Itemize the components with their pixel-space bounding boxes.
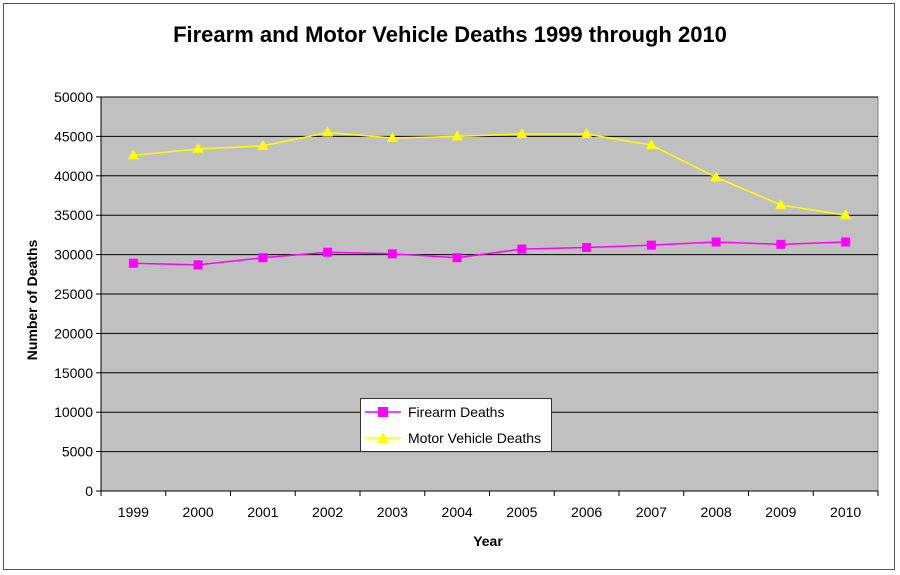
point-motor-vehicle-deaths-2008 bbox=[710, 171, 722, 182]
legend-label-motor-vehicle: Motor Vehicle Deaths bbox=[408, 430, 542, 446]
legend-entry-firearm: Firearm Deaths bbox=[361, 402, 504, 422]
x-tick-label-2005: 2005 bbox=[506, 504, 537, 520]
x-tick-label-2009: 2009 bbox=[765, 504, 796, 520]
y-tick-label-15000: 15000 bbox=[54, 365, 93, 381]
x-tick-label-2002: 2002 bbox=[312, 504, 343, 520]
point-firearm-deaths-2003 bbox=[387, 249, 397, 259]
point-firearm-deaths-2007 bbox=[646, 240, 656, 250]
y-tick-label-10000: 10000 bbox=[54, 404, 93, 420]
point-firearm-deaths-2002 bbox=[323, 247, 333, 257]
point-firearm-deaths-2006 bbox=[582, 243, 592, 253]
y-tick-labels: 0 5000 10000 15000 20000 25000 30000 35000 40000… bbox=[54, 89, 93, 499]
legend-swatch-motor-vehicle bbox=[361, 428, 405, 448]
y-tick-label-35000: 35000 bbox=[54, 207, 93, 223]
point-motor-vehicle-deaths-2000 bbox=[192, 143, 204, 154]
legend-entry-motor-vehicle: Motor Vehicle Deaths bbox=[361, 428, 541, 448]
x-tick-label-1999: 1999 bbox=[118, 504, 149, 520]
x-tick-label-2010: 2010 bbox=[830, 504, 861, 520]
point-motor-vehicle-deaths-2005 bbox=[516, 128, 528, 139]
point-motor-vehicle-deaths-2001 bbox=[257, 139, 269, 150]
x-tick-label-2008: 2008 bbox=[701, 504, 732, 520]
axes bbox=[100, 97, 879, 496]
point-firearm-deaths-2005 bbox=[517, 244, 527, 254]
y-tick-label-30000: 30000 bbox=[54, 247, 93, 263]
x-tick-label-2000: 2000 bbox=[183, 504, 214, 520]
x-tick-label-2004: 2004 bbox=[442, 504, 473, 520]
x-tick-label-2003: 2003 bbox=[377, 504, 408, 520]
y-tick-label-5000: 5000 bbox=[62, 444, 93, 460]
point-motor-vehicle-deaths-2004 bbox=[451, 130, 463, 141]
series-line-firearm-deaths bbox=[133, 241, 846, 266]
point-firearm-deaths-1999 bbox=[128, 258, 138, 268]
legend-label-firearm: Firearm Deaths bbox=[408, 404, 505, 420]
series-motor-vehicle-deaths bbox=[127, 126, 852, 220]
chart-title: Firearm and Motor Vehicle Deaths 1999 th… bbox=[173, 22, 727, 47]
x-tick-labels: 1999 2000 2001 2002 2003 2004 2005 2006 2007 2008… bbox=[118, 504, 862, 520]
series-layer bbox=[127, 126, 852, 270]
x-axis-label: Year bbox=[473, 533, 503, 549]
legend-swatch-firearm bbox=[361, 402, 405, 422]
point-motor-vehicle-deaths-2003 bbox=[386, 131, 398, 142]
x-tick-label-2001: 2001 bbox=[247, 504, 278, 520]
point-motor-vehicle-deaths-2010 bbox=[840, 209, 852, 220]
point-firearm-deaths-2000 bbox=[193, 260, 203, 270]
y-tick-label-50000: 50000 bbox=[54, 89, 93, 105]
point-firearm-deaths-2009 bbox=[776, 239, 786, 249]
y-tick-label-40000: 40000 bbox=[54, 168, 93, 184]
point-motor-vehicle-deaths-2009 bbox=[775, 198, 787, 209]
point-motor-vehicle-deaths-2006 bbox=[581, 128, 593, 139]
y-tick-label-25000: 25000 bbox=[54, 286, 93, 302]
x-tick-label-2007: 2007 bbox=[636, 504, 667, 520]
x-tick-label-2006: 2006 bbox=[571, 504, 602, 520]
y-tick-label-0: 0 bbox=[85, 483, 93, 499]
series-firearm-deaths bbox=[128, 237, 851, 270]
point-motor-vehicle-deaths-1999 bbox=[127, 149, 139, 160]
series-line-motor-vehicle-deaths bbox=[133, 131, 846, 216]
point-firearm-deaths-2010 bbox=[841, 237, 851, 247]
y-tick-label-20000: 20000 bbox=[54, 325, 93, 341]
gridlines bbox=[96, 96, 878, 492]
point-firearm-deaths-2008 bbox=[711, 237, 721, 247]
y-tick-label-45000: 45000 bbox=[54, 128, 93, 144]
point-firearm-deaths-2001 bbox=[258, 253, 268, 263]
point-firearm-deaths-2004 bbox=[452, 253, 462, 263]
point-motor-vehicle-deaths-2007 bbox=[645, 139, 657, 150]
legend: Firearm Deaths Motor Vehicle Deaths bbox=[360, 398, 552, 452]
point-motor-vehicle-deaths-2002 bbox=[322, 126, 334, 137]
